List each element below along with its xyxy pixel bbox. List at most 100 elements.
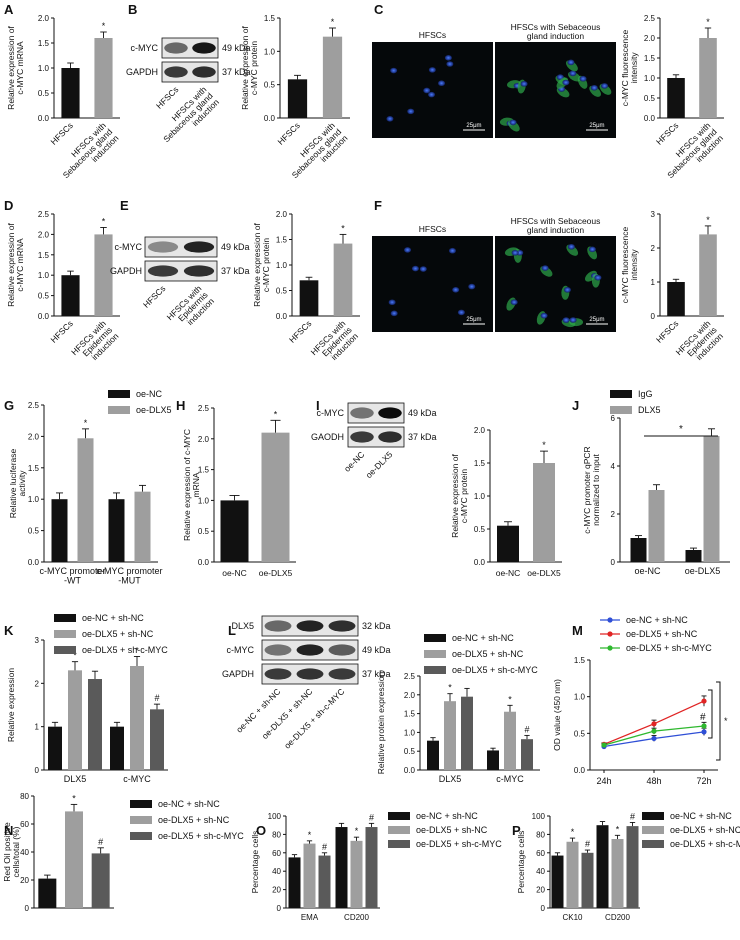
blot-band [296,644,324,656]
x-tick-label: HFSCs [287,318,313,344]
legend-swatch [54,630,76,638]
bar [130,666,144,770]
significance-bracket [708,689,713,739]
legend-swatch [610,406,632,414]
significance-mark: # [585,839,590,849]
y-tick-label: 2.5 [28,401,40,410]
panel-label-I: I [316,398,320,413]
bar [533,463,555,562]
y-tick-label: 0.0 [38,114,50,123]
significance-mark: * [72,793,76,803]
blot-band [350,407,374,419]
y-tick-label: 1.5 [276,236,288,245]
y-axis-title: Percentage cells [250,831,260,894]
blot-protein-label: c-MYC [317,408,345,418]
blot-band [328,644,356,656]
panel-label-G: G [4,398,14,413]
bar [667,282,685,316]
y-tick-label: 1.5 [644,54,656,63]
cell-nucleus [562,79,570,86]
y-tick-label: 0.5 [474,525,486,534]
blot-protein-label: GAODH [311,432,344,442]
y-tick-label: 1.0 [276,261,288,270]
significance-mark: * [706,17,710,27]
y-tick-label: 0.0 [574,766,586,775]
cell-nucleus [567,243,575,250]
x-tick-label: oe-DLX5 [685,566,721,576]
cell-nucleus [510,299,518,305]
significance-mark: # [322,842,327,852]
legend-swatch [108,406,130,414]
y-tick-label: 2 [611,510,616,519]
bar [261,432,290,562]
y-tick-label: 2.0 [644,34,656,43]
legend-swatch [424,634,446,642]
data-point [701,698,707,704]
bar [504,711,516,770]
blot-kda-label: 49 kDa [221,242,250,252]
blot-band [183,265,215,277]
legend-label: oe-NC + sh-NC [670,811,732,821]
cell-nucleus [411,265,419,272]
significance-mark: * [616,824,620,834]
blot-band [164,66,188,78]
blot-band [264,620,292,632]
blot-kda-label: 49 kDa [362,645,391,655]
blot-band [378,407,402,419]
x-tick-label: c-MYC promoter -MUT [96,566,162,585]
data-point [701,723,707,729]
x-tick-label: c-MYC promoter -WT [39,566,105,585]
y-tick-label: 2 [651,244,656,253]
cell-nucleus [386,115,394,122]
bar [91,853,110,908]
y-tick-label: 6 [611,414,616,423]
x-tick-label: CD200 [605,913,630,922]
y-axis-title: c-MYC fluorescenceintensity [620,29,639,106]
y-tick-label: 1.5 [404,710,416,719]
legend-label: oe-DLX5 + sh-c-MYC [82,645,168,655]
bar [38,878,57,908]
y-tick-label: 0.0 [404,766,416,775]
cell-nucleus [588,246,596,253]
y-tick-label: 40 [20,848,29,857]
bar [68,670,82,770]
blot-band [192,66,216,78]
y-tick-label: 2.0 [28,432,40,441]
y-tick-label: 2.0 [276,210,288,219]
panel-label-C: C [374,2,384,17]
blot-band [192,42,216,54]
y-axis-title: Relative expression ofc-MYC mRNA [6,223,25,307]
y-tick-label: 0.0 [264,114,276,123]
data-point [651,735,657,742]
y-axis-title: Relative expression of c-MYCmRNA [182,429,201,541]
significance-mark: * [448,683,452,693]
chart-J: 0 2 4 6 oe-NC oe-DLX5 c-MYC promoter qPCRnorma… [582,389,730,576]
bar [51,499,68,562]
legend-label: oe-DLX5 + sh-NC [626,629,698,639]
bar [630,538,647,562]
blot-band [264,644,292,656]
y-axis-title: Percentage cells [516,831,526,894]
y-tick-label: 1.5 [38,251,50,260]
legend-label: oe-NC [136,389,163,399]
bar [427,740,439,770]
bar [497,525,519,562]
bar [699,234,717,316]
y-tick-label: 2.5 [38,210,50,219]
y-tick-label: 1.0 [644,74,656,83]
blot-band [378,431,402,443]
y-tick-label: 1.5 [574,656,586,665]
y-tick-label: 40 [536,867,545,876]
legend-swatch [642,840,664,848]
legend-label: oe-DLX5 + sh-NC [82,629,154,639]
y-tick-label: 2 [35,679,40,688]
chart-D: 0.0 0.5 1.0 1.5 2.0 2.5 HFSCs * HFSCs withEpider… [6,210,121,362]
y-tick-label: 1.0 [28,495,40,504]
x-tick-label: HFSCs withEpidermisinduction [674,318,726,370]
bar [566,841,579,908]
panel-label-A: A [4,2,14,17]
